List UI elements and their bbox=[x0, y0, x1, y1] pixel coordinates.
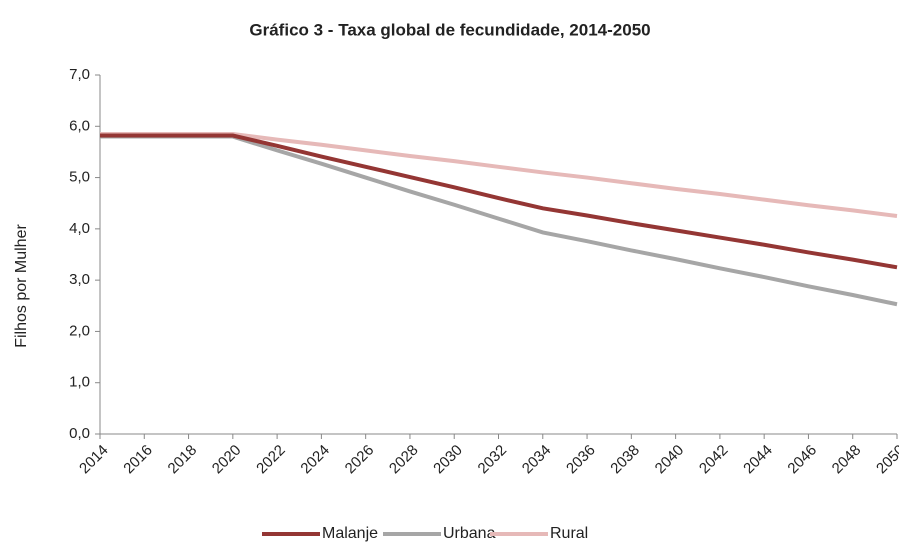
y-tick-label: 1,0 bbox=[69, 374, 90, 391]
x-tick-label: 2024 bbox=[297, 442, 333, 478]
y-tick-label: 6,0 bbox=[69, 117, 90, 134]
y-axis-label: Filhos por Mulher bbox=[13, 224, 30, 348]
legend-label: Rural bbox=[550, 525, 588, 542]
x-tick-label: 2028 bbox=[386, 442, 422, 478]
x-tick-label: 2034 bbox=[519, 442, 555, 478]
x-tick-label: 2032 bbox=[475, 442, 511, 478]
legend-label: Urbana bbox=[443, 525, 496, 542]
y-tick-label: 4,0 bbox=[69, 220, 90, 237]
x-tick-label: 2022 bbox=[253, 442, 289, 478]
y-tick-label: 7,0 bbox=[69, 66, 90, 83]
x-tick-label: 2020 bbox=[209, 442, 245, 478]
x-tick-label: 2048 bbox=[829, 442, 865, 478]
x-tick-label: 2038 bbox=[607, 442, 643, 478]
x-tick-label: 2042 bbox=[696, 442, 732, 478]
x-tick-label: 2018 bbox=[165, 442, 201, 478]
legend-label: Malanje bbox=[322, 525, 378, 542]
x-tick-label: 2044 bbox=[740, 442, 776, 478]
y-tick-label: 5,0 bbox=[69, 169, 90, 186]
x-tick-label: 2016 bbox=[120, 442, 156, 478]
x-tick-label: 2046 bbox=[784, 442, 820, 478]
x-tick-label: 2014 bbox=[76, 442, 112, 478]
x-tick-label: 2030 bbox=[430, 442, 466, 478]
data-line bbox=[100, 134, 898, 307]
y-tick-label: 0,0 bbox=[69, 425, 90, 442]
y-tick-label: 3,0 bbox=[69, 271, 90, 288]
x-tick-label: 2026 bbox=[342, 442, 378, 478]
x-tick-label: 2040 bbox=[652, 442, 688, 478]
data-line bbox=[100, 131, 898, 219]
x-tick-label: 2050 bbox=[873, 442, 899, 478]
y-tick-label: 2,0 bbox=[69, 322, 90, 339]
x-tick-label: 2036 bbox=[563, 442, 599, 478]
chart-title: Gráfico 3 - Taxa global de fecundidade, … bbox=[249, 20, 650, 39]
data-line bbox=[100, 133, 898, 270]
